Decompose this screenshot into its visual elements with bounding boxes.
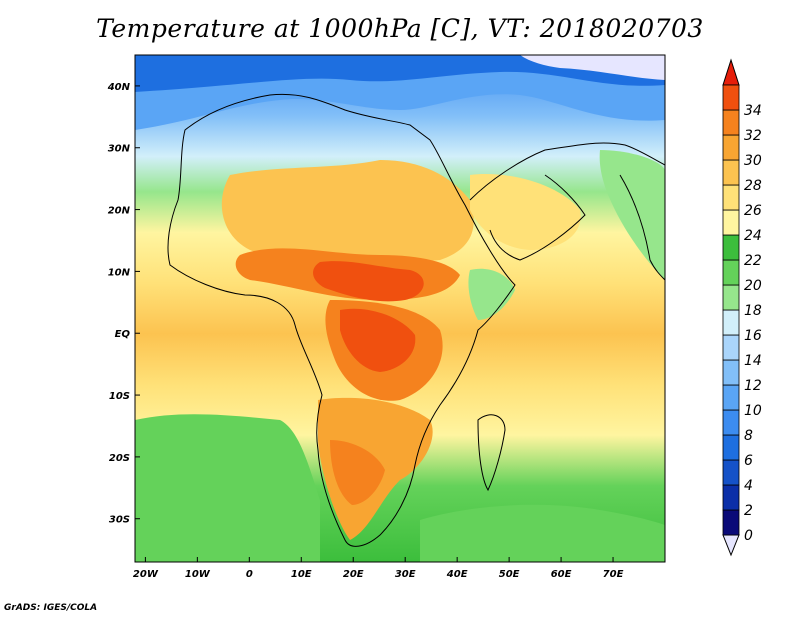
colorbar-label: 10 <box>744 403 762 419</box>
map-field <box>135 55 665 562</box>
colorbar-label: 30 <box>744 153 762 169</box>
colorbar-swatch <box>722 159 740 186</box>
colorbar-swatch <box>722 259 740 286</box>
colorbar-swatch <box>722 309 740 336</box>
lat-tick-label: 10S <box>109 391 130 402</box>
lon-tick-label: 10W <box>185 569 211 580</box>
colorbar-over-arrow <box>722 58 740 86</box>
lat-tick-label: 30S <box>109 515 130 526</box>
colorbar-label: 2 <box>744 503 753 519</box>
colorbar-swatch <box>722 434 740 461</box>
colorbar-label: 18 <box>744 303 762 319</box>
colorbar-swatch <box>722 384 740 411</box>
lon-tick-label: 20W <box>133 569 159 580</box>
lat-tick-label: 10N <box>108 267 131 278</box>
colorbar-label: 22 <box>744 253 762 269</box>
lon-tick-label: 0 <box>246 569 253 580</box>
colorbar-label: 6 <box>744 453 753 469</box>
coastlines <box>167 93 665 547</box>
colorbar-swatch <box>722 359 740 386</box>
lat-tick-label: 20S <box>109 453 130 464</box>
lat-tick-label: EQ <box>115 329 131 340</box>
colorbar-swatch <box>722 134 740 161</box>
longitude-axis: 20W 10W 0 10E 20E 30E 40E 50E 60E 70E <box>133 557 624 580</box>
colorbar-label: 4 <box>744 478 753 494</box>
map-title: Temperature at 1000hPa [C], VT: 20180207… <box>96 14 704 43</box>
colorbar-label: 34 <box>744 103 762 119</box>
colorbar-label: 0 <box>744 528 753 544</box>
lon-tick-label: 70E <box>603 569 624 580</box>
colorbar-swatch <box>722 409 740 436</box>
colorbar-label: 8 <box>744 428 753 444</box>
colorbar-swatch <box>722 184 740 211</box>
credit-text: GrADS: IGES/COLA <box>4 603 98 613</box>
lon-tick-label: 50E <box>499 569 520 580</box>
colorbar-swatch <box>722 109 740 136</box>
colorbar-swatch <box>722 484 740 511</box>
colorbar-label: 16 <box>744 328 762 344</box>
lon-tick-label: 30E <box>395 569 416 580</box>
colorbar-label: 28 <box>744 178 762 194</box>
lat-tick-label: 20N <box>108 206 131 217</box>
colorbar-swatch <box>722 284 740 311</box>
colorbar-swatch <box>722 509 740 536</box>
colorbar-swatch <box>722 84 740 111</box>
lon-tick-label: 10E <box>291 569 312 580</box>
colorbar-swatch <box>722 459 740 486</box>
plot-frame <box>134 54 666 563</box>
colorbar-swatch <box>722 234 740 261</box>
lat-tick-label: 40N <box>107 82 131 93</box>
lat-tick-label: 30N <box>108 144 131 155</box>
colorbar-label: 32 <box>744 128 762 144</box>
colorbar-under-arrow <box>722 534 740 557</box>
colorbar-swatch <box>722 334 740 361</box>
colorbar-label: 14 <box>744 353 762 369</box>
lon-tick-label: 40E <box>446 569 468 580</box>
lon-tick-label: 60E <box>551 569 572 580</box>
lon-tick-label: 20E <box>343 569 364 580</box>
colorbar-label: 26 <box>744 203 762 219</box>
colorbar-label: 20 <box>744 278 762 294</box>
colorbar-label: 12 <box>744 378 762 394</box>
colorbar-label: 24 <box>744 228 762 244</box>
latitude-axis: 40N 30N 20N 10N EQ 10S 20S 30S <box>107 82 140 526</box>
colorbar-swatch <box>722 209 740 236</box>
